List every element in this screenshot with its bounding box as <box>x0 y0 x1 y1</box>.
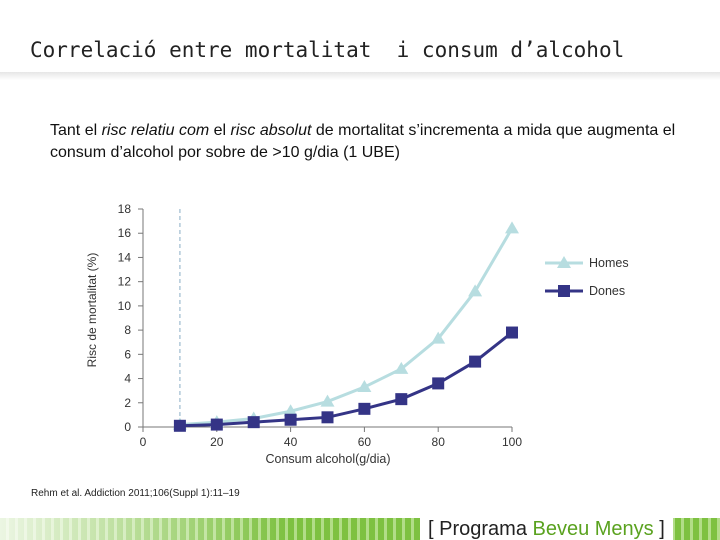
data-point-homes <box>468 284 483 297</box>
legend-label: Homes <box>589 256 629 270</box>
legend-item-homes: Homes <box>545 256 629 270</box>
data-point-dones <box>210 418 223 431</box>
intro-part-3: de mortalitat s’incrementa a mida que au… <box>50 122 676 161</box>
data-point-dones <box>469 355 482 368</box>
reference-citation: Rehm et al. Addiction 2011;106(Suppl 1):… <box>31 488 240 499</box>
y-tick-label: 14 <box>118 250 132 264</box>
data-point-dones <box>247 416 260 429</box>
intro-emphasis-2: risc absolut <box>230 122 312 139</box>
y-tick-label: 6 <box>124 347 131 361</box>
data-point-homes <box>357 380 372 393</box>
brand-bracket-close: ] <box>659 518 665 540</box>
intro-part-2: el <box>209 122 231 139</box>
legend-label: Dones <box>589 284 625 298</box>
y-tick-label: 18 <box>118 202 132 216</box>
title-divider <box>0 72 720 80</box>
brand-part-2: Beveu Menys <box>532 518 654 540</box>
chart-series <box>172 221 519 432</box>
y-tick-label: 4 <box>124 372 131 386</box>
intro-part-1: Tant el <box>50 122 102 139</box>
legend-marker-triangle <box>557 256 571 268</box>
y-tick-label: 2 <box>124 396 131 410</box>
series-homes <box>172 221 519 430</box>
program-brand: [ Programa Beveu Menys ] <box>420 518 673 540</box>
data-point-dones <box>358 402 371 415</box>
legend-item-dones: Dones <box>545 284 625 298</box>
x-tick-label: 0 <box>140 435 147 449</box>
x-tick-label: 20 <box>210 435 224 449</box>
series-line-dones <box>179 331 513 428</box>
legend-marker-square <box>558 285 570 297</box>
page-title: Correlació entre mortalitat i consum d’a… <box>30 38 625 62</box>
y-tick-label: 8 <box>124 323 131 337</box>
chart-axes: 0 2 4 6 8 10 12 14 16 18 0 20 40 60 80 100 <box>118 202 523 449</box>
data-point-dones <box>432 377 445 390</box>
data-point-dones <box>506 326 518 339</box>
series-line-homes <box>179 227 514 427</box>
data-point-homes <box>320 394 335 407</box>
brand-part-1: Programa <box>439 518 527 540</box>
y-tick-label: 16 <box>118 226 132 240</box>
x-tick-label: 80 <box>432 435 446 449</box>
data-point-homes <box>283 404 298 417</box>
data-point-homes <box>431 331 446 344</box>
y-tick-label: 0 <box>124 420 131 434</box>
intro-emphasis-1: risc relatiu com <box>101 122 210 139</box>
series-dones <box>173 326 518 432</box>
data-point-dones <box>284 413 297 426</box>
data-point-homes <box>505 221 519 234</box>
chart-legend: Homes Dones <box>545 256 629 298</box>
data-point-dones <box>395 393 408 406</box>
x-tick-label: 100 <box>502 435 522 449</box>
data-point-dones <box>173 419 186 432</box>
data-point-dones <box>321 411 334 424</box>
y-tick-label: 10 <box>118 299 132 313</box>
x-tick-label: 40 <box>284 435 298 449</box>
x-tick-label: 60 <box>358 435 372 449</box>
x-axis-label: Consum alcohol(g/dia) <box>265 452 391 466</box>
y-tick-label: 12 <box>118 275 132 289</box>
data-point-homes <box>394 361 409 374</box>
y-axis-label: Risc de mortalitat (%) <box>85 252 99 368</box>
brand-bracket-open: [ <box>428 518 434 540</box>
intro-text: Tant el risc relatiu com el risc absolut… <box>50 120 690 164</box>
